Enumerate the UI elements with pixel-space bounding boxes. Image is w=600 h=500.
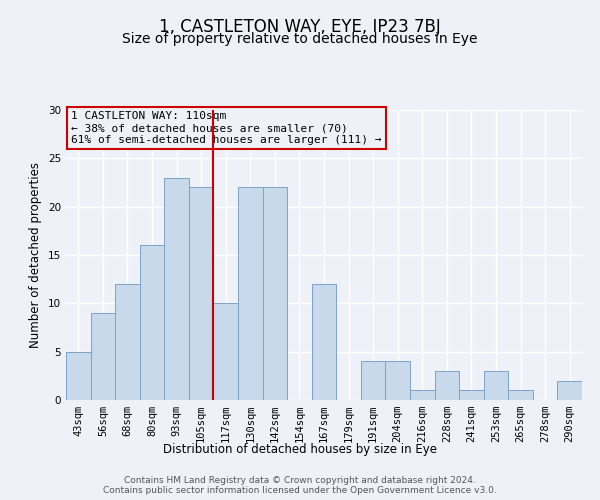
Bar (557, 380, 582, 400)
Bar (410, 390, 434, 400)
Bar (189, 188, 214, 400)
Bar (238, 188, 263, 400)
Text: Size of property relative to detached houses in Eye: Size of property relative to detached ho… (122, 32, 478, 46)
Bar (459, 390, 484, 400)
Bar (164, 178, 189, 400)
Bar (312, 284, 336, 400)
Bar (484, 371, 508, 400)
Bar (361, 362, 385, 400)
Text: Contains HM Land Registry data © Crown copyright and database right 2024.
Contai: Contains HM Land Registry data © Crown c… (103, 476, 497, 495)
Bar (508, 390, 533, 400)
Text: 1 CASTLETON WAY: 110sqm
← 38% of detached houses are smaller (70)
61% of semi-de: 1 CASTLETON WAY: 110sqm ← 38% of detache… (71, 112, 382, 144)
Bar (434, 371, 459, 400)
Bar (385, 362, 410, 400)
Bar (263, 188, 287, 400)
Bar (91, 313, 115, 400)
Y-axis label: Number of detached properties: Number of detached properties (29, 162, 43, 348)
Bar (214, 304, 238, 400)
Text: 1, CASTLETON WAY, EYE, IP23 7BJ: 1, CASTLETON WAY, EYE, IP23 7BJ (159, 18, 441, 36)
Bar (115, 284, 140, 400)
Bar (140, 246, 164, 400)
Bar (66, 352, 91, 400)
Text: Distribution of detached houses by size in Eye: Distribution of detached houses by size … (163, 442, 437, 456)
